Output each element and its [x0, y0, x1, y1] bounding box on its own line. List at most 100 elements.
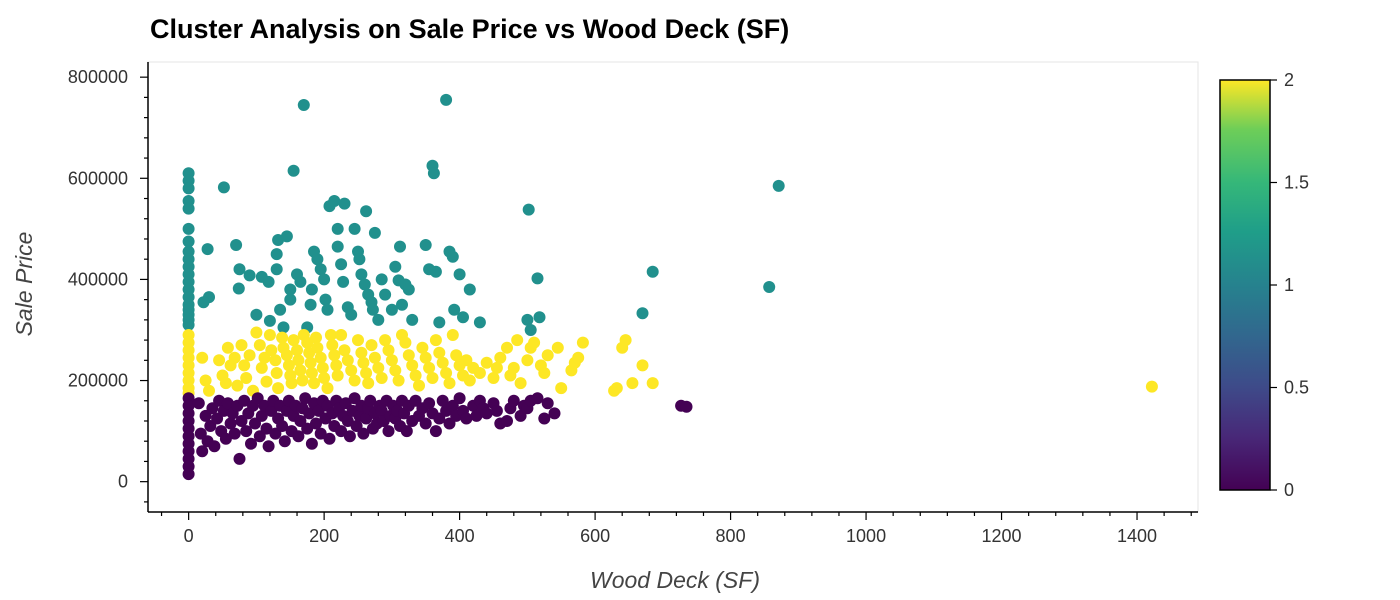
data-point — [330, 359, 343, 372]
data-point — [355, 268, 368, 281]
data-point — [375, 273, 388, 286]
data-point — [232, 282, 245, 295]
points-layer — [182, 93, 1158, 481]
data-point — [221, 397, 234, 410]
data-point — [406, 313, 419, 326]
data-point — [576, 336, 589, 349]
data-point — [436, 356, 449, 369]
data-point — [337, 275, 350, 288]
chart-title: Cluster Analysis on Sale Price vs Wood D… — [150, 14, 790, 44]
data-point — [338, 197, 351, 210]
data-point — [217, 181, 230, 194]
data-point — [400, 425, 413, 438]
data-point — [490, 361, 503, 374]
x-axis-title: Wood Deck (SF) — [590, 567, 760, 593]
data-point — [636, 307, 649, 320]
data-point — [196, 351, 209, 364]
plot-frame — [147, 61, 1199, 513]
data-point — [763, 281, 776, 293]
x-tick-label: 600 — [580, 526, 610, 546]
data-point — [362, 377, 375, 390]
data-point — [292, 354, 305, 367]
data-point — [433, 346, 446, 359]
data-point — [463, 283, 476, 296]
y-tick-label: 800000 — [68, 67, 128, 87]
data-point — [316, 361, 329, 374]
data-point — [426, 372, 439, 384]
data-point — [238, 394, 251, 407]
data-point — [301, 336, 314, 349]
data-point — [372, 313, 385, 326]
data-point — [335, 329, 348, 341]
data-point — [245, 437, 257, 450]
data-point — [646, 265, 659, 278]
data-point — [280, 230, 293, 243]
data-point — [269, 354, 282, 367]
data-point — [385, 303, 398, 316]
colorbar-tick-label: 1.5 — [1284, 173, 1309, 193]
data-point — [357, 356, 370, 369]
data-point — [457, 311, 469, 324]
data-point — [372, 361, 385, 374]
data-point — [501, 341, 513, 354]
x-tick-label: 1000 — [846, 526, 886, 546]
data-point — [321, 382, 334, 395]
y-axis-title: Sale Price — [11, 232, 37, 337]
data-point — [460, 412, 473, 425]
data-point — [511, 334, 524, 347]
data-point — [233, 452, 246, 465]
data-point — [366, 303, 379, 316]
data-point — [341, 415, 354, 427]
data-point — [345, 308, 358, 321]
data-point — [429, 265, 442, 278]
data-point — [182, 235, 195, 248]
data-point — [255, 361, 268, 374]
x-tick-label: 800 — [716, 526, 746, 546]
data-point — [555, 382, 568, 395]
data-point — [230, 239, 243, 251]
data-point — [305, 367, 318, 379]
data-point — [294, 275, 307, 288]
data-point — [284, 293, 297, 306]
data-point — [291, 344, 303, 357]
data-point — [473, 316, 486, 329]
data-point — [538, 367, 551, 379]
data-point — [368, 226, 381, 239]
data-point — [358, 278, 371, 291]
data-point — [182, 202, 195, 215]
data-point — [303, 407, 316, 420]
data-point — [423, 361, 436, 374]
data-point — [382, 344, 395, 357]
y-tick-label: 0 — [118, 472, 128, 492]
data-point — [228, 427, 241, 440]
x-tick-label: 400 — [445, 526, 475, 546]
data-point — [304, 356, 317, 369]
data-point — [272, 382, 285, 395]
data-point — [528, 336, 541, 349]
data-point — [331, 369, 344, 382]
data-point — [305, 283, 318, 296]
data-point — [440, 367, 453, 379]
data-point — [548, 407, 561, 420]
data-point — [360, 412, 373, 425]
data-point — [389, 364, 402, 377]
data-point — [636, 359, 649, 372]
data-point — [507, 394, 520, 407]
data-point — [448, 303, 461, 316]
data-point — [285, 377, 298, 390]
data-point — [419, 351, 432, 364]
data-point — [402, 349, 415, 362]
data-point — [318, 372, 331, 384]
colorbar-tick-label: 1 — [1284, 275, 1294, 295]
data-point — [182, 318, 195, 331]
data-point — [392, 374, 405, 387]
data-point — [399, 336, 412, 349]
data-point — [323, 432, 336, 445]
data-point — [406, 359, 419, 372]
data-point — [219, 432, 232, 445]
data-point — [453, 392, 466, 405]
data-point — [182, 182, 195, 195]
data-point — [310, 417, 322, 430]
data-point — [416, 341, 429, 354]
data-point — [352, 334, 364, 347]
